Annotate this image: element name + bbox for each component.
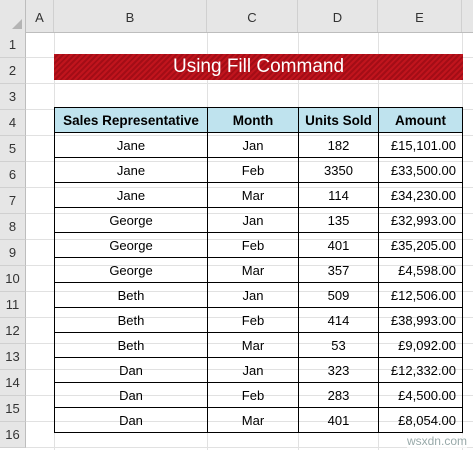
cell-sales-rep[interactable]: Beth: [54, 307, 208, 333]
cell-amount[interactable]: £38,993.00: [378, 307, 463, 333]
column-header-a[interactable]: A: [26, 0, 54, 32]
cell-amount[interactable]: £34,230.00: [378, 182, 463, 208]
cell-units-sold[interactable]: 114: [298, 182, 379, 208]
row-header-2[interactable]: 2: [0, 58, 26, 84]
cell-sales-rep[interactable]: Beth: [54, 332, 208, 358]
watermark: wsxdn.com: [406, 434, 467, 448]
cell-month[interactable]: Feb: [207, 232, 299, 258]
table-row: Jane Jan 182 £15,101.00: [54, 132, 463, 158]
table-row: Jane Feb 3350 £33,500.00: [54, 157, 463, 183]
header-sales-representative[interactable]: Sales Representative: [54, 107, 208, 133]
cell-month[interactable]: Feb: [207, 307, 299, 333]
cell-month[interactable]: Mar: [207, 332, 299, 358]
table-row: George Feb 401 £35,205.00: [54, 232, 463, 258]
cell-sales-rep[interactable]: Jane: [54, 182, 208, 208]
row-header-7[interactable]: 7: [0, 188, 26, 214]
cell-sales-rep[interactable]: Dan: [54, 382, 208, 408]
row-header-12[interactable]: 12: [0, 318, 26, 344]
cell-amount[interactable]: £12,332.00: [378, 357, 463, 383]
row-header-3[interactable]: 3: [0, 84, 26, 110]
row-header-5[interactable]: 5: [0, 136, 26, 162]
cell-month[interactable]: Jan: [207, 132, 299, 158]
cell-units-sold[interactable]: 135: [298, 207, 379, 233]
cell-amount[interactable]: £8,054.00: [378, 407, 463, 433]
cell-month[interactable]: Jan: [207, 282, 299, 308]
cell-units-sold[interactable]: 509: [298, 282, 379, 308]
cell-month[interactable]: Jan: [207, 207, 299, 233]
column-header-c[interactable]: C: [207, 0, 298, 32]
grid-line: [26, 83, 473, 84]
row-header-10[interactable]: 10: [0, 266, 26, 292]
cell-month[interactable]: Feb: [207, 157, 299, 183]
cell-units-sold[interactable]: 3350: [298, 157, 379, 183]
table-row: Beth Jan 509 £12,506.00: [54, 282, 463, 308]
cell-month[interactable]: Mar: [207, 407, 299, 433]
table-row: George Mar 357 £4,598.00: [54, 257, 463, 283]
cell-units-sold[interactable]: 283: [298, 382, 379, 408]
sales-table: Sales Representative Month Units Sold Am…: [54, 107, 463, 433]
row-header-15[interactable]: 15: [0, 396, 26, 422]
cell-sales-rep[interactable]: Jane: [54, 157, 208, 183]
select-all-corner[interactable]: [0, 0, 26, 32]
cell-amount[interactable]: £4,598.00: [378, 257, 463, 283]
table-row: Jane Mar 114 £34,230.00: [54, 182, 463, 208]
header-month[interactable]: Month: [207, 107, 299, 133]
grid-line: [26, 447, 473, 448]
sheet-title-banner[interactable]: Using Fill Command: [54, 54, 463, 80]
cell-sales-rep[interactable]: Beth: [54, 282, 208, 308]
row-header-9[interactable]: 9: [0, 240, 26, 266]
column-header-e[interactable]: E: [378, 0, 462, 32]
column-header-bar: A B C D E: [0, 0, 473, 33]
table-header-row: Sales Representative Month Units Sold Am…: [54, 107, 463, 133]
select-all-icon: [12, 19, 22, 29]
cell-units-sold[interactable]: 401: [298, 407, 379, 433]
cell-units-sold[interactable]: 401: [298, 232, 379, 258]
cell-month[interactable]: Jan: [207, 357, 299, 383]
cell-amount[interactable]: £4,500.00: [378, 382, 463, 408]
cell-units-sold[interactable]: 414: [298, 307, 379, 333]
cell-amount[interactable]: £33,500.00: [378, 157, 463, 183]
cell-amount[interactable]: £12,506.00: [378, 282, 463, 308]
header-units-sold[interactable]: Units Sold: [298, 107, 379, 133]
table-row: Dan Jan 323 £12,332.00: [54, 357, 463, 383]
cell-units-sold[interactable]: 323: [298, 357, 379, 383]
row-header-6[interactable]: 6: [0, 162, 26, 188]
cell-month[interactable]: Mar: [207, 182, 299, 208]
row-header-4[interactable]: 4: [0, 110, 26, 136]
row-header-16[interactable]: 16: [0, 422, 26, 448]
cell-sales-rep[interactable]: Dan: [54, 407, 208, 433]
cell-units-sold[interactable]: 357: [298, 257, 379, 283]
grid-line: [462, 32, 463, 450]
column-header-d[interactable]: D: [298, 0, 378, 32]
cell-amount[interactable]: £9,092.00: [378, 332, 463, 358]
row-header-11[interactable]: 11: [0, 292, 26, 318]
cell-month[interactable]: Mar: [207, 257, 299, 283]
cell-amount[interactable]: £15,101.00: [378, 132, 463, 158]
cell-sales-rep[interactable]: George: [54, 207, 208, 233]
row-header-14[interactable]: 14: [0, 370, 26, 396]
cell-amount[interactable]: £35,205.00: [378, 232, 463, 258]
table-row: Beth Feb 414 £38,993.00: [54, 307, 463, 333]
cell-amount[interactable]: £32,993.00: [378, 207, 463, 233]
table-row: Dan Mar 401 £8,054.00: [54, 407, 463, 433]
header-amount[interactable]: Amount: [378, 107, 463, 133]
column-header-f[interactable]: [462, 0, 473, 32]
cell-sales-rep[interactable]: Dan: [54, 357, 208, 383]
cell-sales-rep[interactable]: Jane: [54, 132, 208, 158]
row-header-8[interactable]: 8: [0, 214, 26, 240]
table-row: George Jan 135 £32,993.00: [54, 207, 463, 233]
cell-units-sold[interactable]: 53: [298, 332, 379, 358]
table-row: Beth Mar 53 £9,092.00: [54, 332, 463, 358]
cell-month[interactable]: Feb: [207, 382, 299, 408]
table-row: Dan Feb 283 £4,500.00: [54, 382, 463, 408]
cell-sales-rep[interactable]: George: [54, 232, 208, 258]
cell-units-sold[interactable]: 182: [298, 132, 379, 158]
cell-sales-rep[interactable]: George: [54, 257, 208, 283]
column-header-b[interactable]: B: [54, 0, 207, 32]
row-header-13[interactable]: 13: [0, 344, 26, 370]
row-header-1[interactable]: 1: [0, 32, 26, 58]
